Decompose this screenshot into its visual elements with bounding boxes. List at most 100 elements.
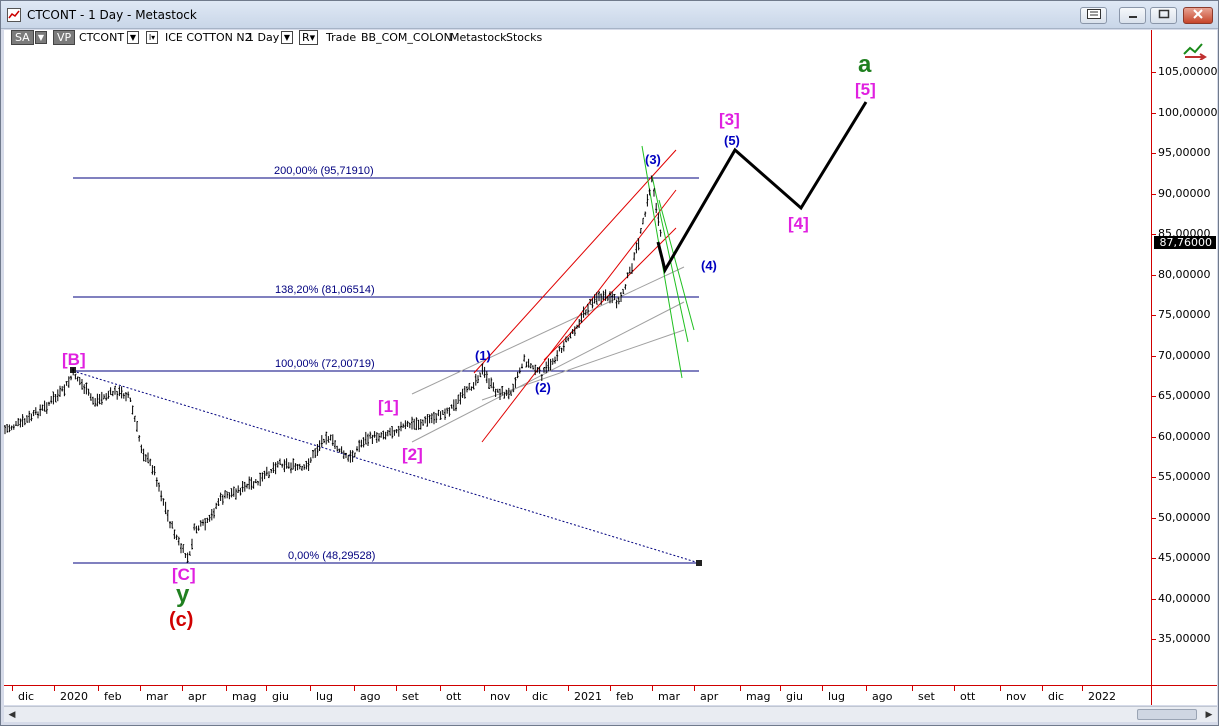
time-tick-mark bbox=[12, 686, 13, 691]
time-tick-mark bbox=[266, 686, 267, 691]
wave-label-5-major: [5] bbox=[855, 80, 876, 99]
title-bar[interactable]: CTCONT - 1 Day - Metastock bbox=[1, 1, 1218, 29]
time-tick-label: mag bbox=[232, 690, 257, 703]
time-tick-mark bbox=[866, 686, 867, 691]
wave-label-2-minor: (2) bbox=[535, 380, 551, 395]
time-tick-label: lug bbox=[828, 690, 846, 703]
time-tick-label: apr bbox=[188, 690, 207, 703]
scroll-left-icon[interactable]: ◀ bbox=[8, 709, 16, 719]
scrollbar-thumb[interactable] bbox=[1137, 709, 1197, 720]
r-button[interactable]: R▾ bbox=[299, 30, 319, 45]
wave-label-3-minor: (3) bbox=[645, 152, 661, 167]
elliott-wave-labels: [B] [C] y (c) [1] [2] (1) (2) (3) (4) (5… bbox=[62, 51, 876, 631]
time-tick-label: mar bbox=[658, 690, 680, 703]
price-tick-mark bbox=[1152, 598, 1156, 600]
vp-button[interactable]: VP bbox=[53, 30, 76, 45]
instrument-name[interactable]: ICE COTTON N2 bbox=[165, 31, 252, 44]
price-tick-mark bbox=[1152, 639, 1156, 640]
chart-app-icon bbox=[7, 8, 21, 22]
time-tick-label: mar bbox=[146, 690, 168, 703]
time-tick-label: feb bbox=[616, 690, 634, 703]
fib-label-200: 200,00% (95,71910) bbox=[274, 165, 374, 177]
marker-dropdown-icon[interactable]: I▾ bbox=[146, 31, 158, 44]
price-tick-label: 35,00000 bbox=[1158, 632, 1211, 645]
price-tick-mark bbox=[1152, 315, 1156, 316]
time-tick-label: ago bbox=[360, 690, 381, 703]
time-tick-mark bbox=[954, 686, 955, 691]
price-tick-label: 65,00000 bbox=[1158, 389, 1211, 402]
restore-layout-button[interactable] bbox=[1080, 7, 1107, 24]
time-tick-label: dic bbox=[18, 690, 35, 703]
time-tick-label: feb bbox=[104, 690, 122, 703]
price-axis[interactable]: 105,00000 100,00000 95,00000 90,00000 85,000… bbox=[1151, 30, 1218, 685]
sa-button[interactable]: SA bbox=[11, 30, 34, 45]
time-tick-label: 2022 bbox=[1088, 690, 1116, 703]
price-tick-mark bbox=[1152, 558, 1156, 559]
time-tick-mark bbox=[610, 686, 611, 691]
symbol-dropdown-icon[interactable]: ▼ bbox=[127, 31, 139, 44]
time-tick-label: dic bbox=[532, 690, 549, 703]
window-title: CTCONT - 1 Day - Metastock bbox=[27, 8, 197, 22]
time-tick-label: ott bbox=[446, 690, 462, 703]
time-tick-mark bbox=[310, 686, 311, 691]
price-tick-mark bbox=[1152, 72, 1156, 73]
category-label: Stocks bbox=[506, 31, 543, 44]
layout-icon bbox=[1086, 9, 1101, 22]
price-tick-mark bbox=[1152, 112, 1156, 114]
time-tick-mark bbox=[182, 686, 183, 691]
price-tick-label: 60,00000 bbox=[1158, 429, 1211, 443]
chart-tools-icon[interactable] bbox=[1182, 40, 1208, 63]
horizontal-scrollbar[interactable]: ◀ ▶ bbox=[4, 706, 1217, 722]
symbol-label[interactable]: CTCONT bbox=[79, 31, 125, 44]
wave-label-a: a bbox=[858, 51, 872, 78]
wave-label-5-minor: (5) bbox=[724, 133, 740, 148]
time-tick-mark bbox=[1082, 686, 1083, 691]
scroll-right-icon[interactable]: ▶ bbox=[1205, 709, 1213, 719]
time-tick-mark bbox=[822, 686, 823, 691]
time-tick-mark bbox=[440, 686, 441, 691]
wave-label-3-major: [3] bbox=[719, 110, 740, 129]
wave-label-y: y bbox=[176, 581, 190, 608]
trade-button[interactable]: Trade bbox=[326, 31, 357, 44]
grey-channel[interactable] bbox=[411, 266, 685, 443]
dotted-trendline[interactable] bbox=[72, 370, 700, 564]
price-tick-label: 55,00000 bbox=[1158, 470, 1211, 483]
close-icon bbox=[1193, 9, 1203, 22]
maximize-button[interactable] bbox=[1150, 7, 1177, 24]
time-tick-mark bbox=[694, 686, 695, 691]
time-axis[interactable]: dic 2020 feb mar apr mag giu lug ago set ott nov dic… bbox=[4, 685, 1151, 705]
price-tick-label: 45,00000 bbox=[1158, 551, 1211, 564]
price-bars[interactable] bbox=[4, 175, 662, 563]
fib-label-0: 0,00% (48,29528) bbox=[288, 550, 375, 562]
price-tick-label: 70,00000 bbox=[1158, 348, 1211, 362]
close-button[interactable] bbox=[1183, 7, 1213, 24]
price-tick-label: 75,00000 bbox=[1158, 308, 1211, 321]
wave-label-c: (c) bbox=[169, 609, 193, 631]
time-tick-mark bbox=[526, 686, 527, 691]
time-tick-label: giu bbox=[786, 690, 804, 703]
interval-label[interactable]: 1 Day bbox=[247, 31, 280, 44]
time-tick-mark bbox=[54, 686, 55, 691]
wave-label-B: [B] bbox=[62, 350, 86, 369]
price-tick-label: 100,00000 bbox=[1158, 105, 1218, 119]
sa-dropdown-icon[interactable]: ▼ bbox=[35, 31, 47, 44]
price-chart[interactable]: 200,00% (95,71910) 138,20% (81,06514) 10… bbox=[4, 30, 1151, 685]
price-tick-mark bbox=[1152, 274, 1156, 276]
wave-label-1-major: [1] bbox=[378, 397, 399, 416]
time-tick-label: set bbox=[918, 690, 935, 703]
fibonacci-levels: 200,00% (95,71910) 138,20% (81,06514) 10… bbox=[73, 165, 699, 564]
time-tick-label: set bbox=[402, 690, 419, 703]
time-tick-label: nov bbox=[1006, 690, 1027, 703]
price-tick-label: 40,00000 bbox=[1158, 591, 1211, 605]
chart-canvas[interactable]: 200,00% (95,71910) 138,20% (81,06514) 10… bbox=[4, 30, 1151, 685]
time-tick-label: giu bbox=[272, 690, 290, 703]
trendline-end-handle[interactable] bbox=[696, 560, 702, 566]
wave-label-2-major: [2] bbox=[402, 445, 423, 464]
fib-label-100: 100,00% (72,00719) bbox=[275, 358, 375, 370]
minimize-button[interactable] bbox=[1119, 7, 1146, 24]
interval-dropdown-icon[interactable]: ▼ bbox=[281, 31, 293, 44]
price-tick-mark bbox=[1152, 193, 1156, 195]
time-tick-mark bbox=[568, 686, 569, 691]
wave-projection-path[interactable] bbox=[656, 101, 868, 274]
